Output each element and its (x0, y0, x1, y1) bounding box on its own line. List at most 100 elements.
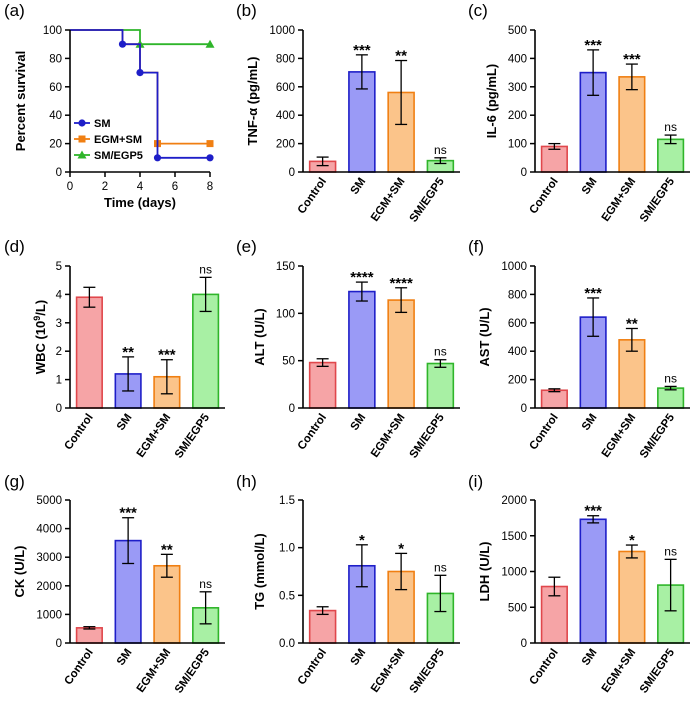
y-tick-label: 0 (56, 403, 62, 415)
bar-control (540, 389, 568, 409)
x-tick-label: 2 (102, 181, 108, 193)
y-tick-label: 800 (508, 289, 527, 301)
x-tick-label: SM/EGP5 (638, 411, 678, 460)
panel-label: (f) (468, 237, 484, 256)
y-axis-label: Percent survival (13, 51, 28, 151)
x-tick-label: SM (349, 176, 369, 197)
data-point (206, 154, 214, 162)
panel-label: (i) (468, 472, 483, 491)
y-axis-label: WBC (109/L) (32, 300, 48, 374)
panel-label: (h) (236, 472, 257, 491)
y-axis-label: LDH (U/L) (477, 542, 492, 602)
y-tick-label: 400 (508, 53, 527, 65)
significance-label: ns (434, 560, 447, 574)
panel-f: (f) Control *** SM ** EGM+SM ns SM/EGP5 0 200 400 6… (468, 237, 690, 461)
bar-control (308, 361, 337, 409)
significance-label: ** (122, 344, 134, 361)
y-axis-label: CK (U/L) (12, 546, 27, 598)
y-tick-label: 1.5 (279, 495, 295, 507)
significance-label: *** (353, 42, 371, 59)
y-tick-label: 100 (43, 25, 62, 37)
y-tick-label: 50 (282, 356, 295, 368)
y-tick-label: 0.0 (279, 638, 295, 650)
significance-label: *** (119, 505, 137, 522)
x-tick-label: 4 (137, 181, 144, 193)
y-tick-label: 500 (508, 25, 527, 37)
y-tick-label: 5 (56, 261, 62, 273)
y-tick-label: 1000 (36, 609, 62, 621)
x-tick-label: Control (296, 176, 329, 216)
y-tick-label: 0 (56, 638, 62, 650)
significance-label: ns (199, 262, 212, 276)
significance-label: * (629, 532, 635, 549)
x-tick-label: Control (296, 647, 329, 687)
significance-label: ** (626, 315, 638, 332)
x-tick-label: Control (528, 412, 561, 452)
x-tick-label: SM/EGP5 (408, 646, 448, 695)
legend-label: SM/EGP5 (94, 150, 143, 162)
y-tick-label: 2000 (36, 581, 62, 593)
y-tick-label: 1 (56, 375, 62, 387)
panel-label: (b) (236, 1, 257, 20)
y-axis-label: ALT (U/L) (252, 308, 267, 366)
significance-label: *** (584, 503, 602, 520)
legend-label: EGM+SM (94, 134, 142, 146)
bar-control (75, 296, 103, 409)
y-axis-label-text: TG (mmol/L) (252, 533, 267, 610)
panel-i: (i) Control *** SM * EGM+SM ns SM/EGP5 0 500 1000 1… (468, 472, 690, 696)
y-tick-label: 80 (49, 53, 62, 65)
x-tick-label: SM (580, 647, 600, 668)
y-tick-label: 20 (49, 139, 62, 151)
x-tick-label: EGM+SM (600, 412, 639, 460)
x-tick-label: Control (63, 412, 96, 452)
y-axis-label-text: Percent survival (13, 51, 28, 151)
significance-label: ** (395, 48, 407, 65)
panel-label: (a) (4, 1, 25, 20)
panel-label: (g) (4, 472, 25, 491)
y-tick-label: 0 (289, 403, 295, 415)
x-tick-label: EGM+SM (600, 647, 639, 695)
y-axis-label-text: ALT (U/L) (252, 308, 267, 366)
x-axis-label: Time (days) (104, 195, 176, 210)
y-axis-label: AST (U/L) (477, 307, 492, 366)
y-tick-label: 600 (508, 318, 527, 330)
legend-marker (78, 135, 86, 143)
y-tick-label: 0 (521, 638, 527, 650)
y-axis-label-unit: /L) (33, 300, 48, 316)
bar-sm-egp5 (657, 138, 685, 173)
y-axis-label-text: WBC (10 (33, 321, 48, 374)
y-tick-label: 300 (508, 82, 527, 94)
y-tick-label: 150 (276, 261, 295, 273)
bar-egm-sm (618, 550, 646, 644)
x-tick-label: EGM+SM (600, 176, 639, 224)
x-tick-label: EGM+SM (135, 647, 174, 695)
significance-label: *** (584, 285, 602, 302)
bar-sm (579, 518, 607, 644)
y-tick-label: 2 (56, 346, 62, 358)
x-tick-label: SM/EGP5 (408, 411, 448, 460)
y-axis-label-text: AST (U/L) (477, 307, 492, 366)
x-tick-label: SM/EGP5 (638, 646, 678, 695)
panel-a: (a) 0 20 40 60 80 100 0 2 4 6 8 Time (days) Percent s… (4, 1, 215, 210)
y-tick-label: 0.5 (279, 590, 295, 602)
significance-label: ns (664, 544, 677, 558)
y-axis-label-text: IL-6 (pg/mL) (484, 64, 499, 138)
y-tick-label: 200 (508, 110, 527, 122)
y-tick-label: 0 (521, 403, 527, 415)
significance-label: ns (434, 345, 447, 359)
y-tick-label: 200 (276, 139, 295, 151)
y-tick-label: 3000 (36, 552, 62, 564)
y-tick-label: 1000 (501, 567, 527, 579)
y-tick-label: 4 (56, 289, 63, 301)
x-tick-label: Control (296, 412, 329, 452)
x-tick-label: EGM+SM (369, 176, 408, 224)
x-tick-label: SM/EGP5 (173, 411, 213, 460)
x-tick-label: SM (349, 412, 369, 433)
y-tick-label: 800 (276, 53, 295, 65)
legend-marker (77, 150, 87, 159)
y-tick-label: 1000 (501, 261, 527, 273)
y-tick-label: 400 (508, 346, 527, 358)
data-point (205, 39, 215, 48)
y-axis-label-text: CK (U/L) (12, 546, 27, 598)
bar-sm (348, 564, 376, 644)
